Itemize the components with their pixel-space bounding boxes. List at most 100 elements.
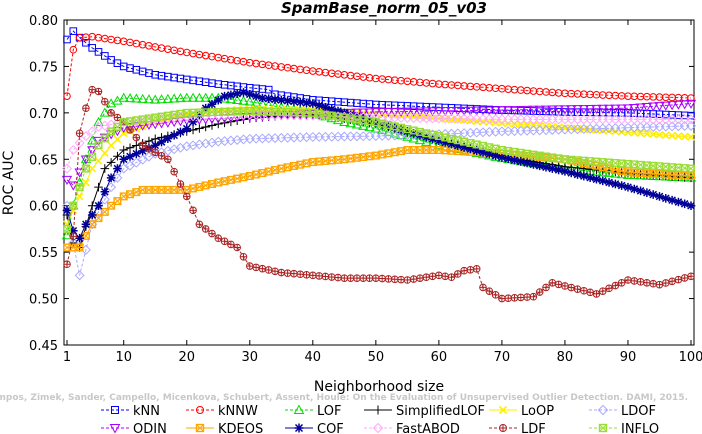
- data-point: [82, 178, 90, 187]
- data-point-cross: [328, 156, 336, 165]
- data-point-cross: [391, 148, 399, 156]
- data-point: [610, 104, 621, 114]
- data-point: [74, 138, 85, 149]
- data-point: [661, 193, 671, 203]
- data-point: [358, 120, 369, 130]
- data-point: [605, 285, 613, 292]
- data-point: [685, 114, 697, 125]
- data-point: [138, 146, 147, 156]
- data-point: [385, 275, 392, 283]
- data-point: [383, 107, 394, 118]
- data-point: [421, 136, 432, 146]
- data-point: [530, 293, 537, 301]
- data-point: [402, 131, 413, 141]
- data-point: [648, 102, 659, 112]
- data-point-cross: [410, 126, 418, 135]
- data-point-cross: [542, 152, 550, 161]
- legend-label: kNNW: [218, 404, 258, 419]
- data-point-cross: [94, 141, 103, 150]
- data-point-cross: [271, 108, 279, 116]
- data-point: [333, 106, 343, 116]
- data-point: [373, 405, 383, 415]
- data-point-cross: [561, 155, 569, 163]
- data-point-cross: [170, 111, 178, 119]
- data-point: [353, 274, 361, 282]
- y-tick-label: 0.70: [29, 107, 58, 122]
- data-point-cross: [151, 113, 159, 122]
- data-point: [485, 149, 494, 159]
- data-point-ring: [220, 237, 229, 246]
- data-point: [687, 133, 695, 141]
- data-point-ring: [611, 281, 620, 290]
- data-point-ring: [157, 152, 166, 160]
- data-point-cross: [183, 109, 191, 117]
- data-point: [648, 190, 658, 199]
- data-point: [515, 105, 526, 116]
- data-point: [111, 406, 119, 414]
- data-point: [63, 35, 71, 44]
- y-axis-label: ROC AUC: [1, 150, 17, 215]
- data-point-ring: [233, 243, 241, 252]
- data-point: [447, 139, 456, 149]
- data-point: [164, 155, 172, 163]
- data-point: [133, 134, 140, 141]
- data-point: [559, 105, 571, 115]
- data-point-cross: [504, 147, 512, 155]
- data-point: [465, 106, 476, 116]
- data-point: [94, 201, 103, 211]
- data-point: [100, 164, 110, 173]
- data-point: [145, 69, 153, 77]
- data-point: [642, 188, 652, 198]
- legend-item-inflo: INFLO: [589, 422, 659, 434]
- data-point: [687, 272, 695, 280]
- data-point: [207, 99, 217, 109]
- data-point: [252, 264, 260, 271]
- chart-title: SpamBase_norm_05_v03: [281, 0, 487, 17]
- y-tick-label: 0.45: [29, 339, 58, 354]
- data-point: [529, 160, 538, 169]
- data-point: [118, 92, 129, 102]
- data-point: [478, 148, 488, 157]
- data-point-cross: [75, 243, 84, 252]
- data-point-cross: [397, 124, 405, 132]
- data-point: [169, 131, 179, 140]
- data-point: [597, 104, 608, 114]
- y-tick-label: 0.80: [29, 14, 58, 29]
- data-point: [250, 97, 262, 107]
- data-point: [124, 93, 136, 103]
- data-point: [257, 98, 268, 108]
- data-point: [314, 101, 324, 110]
- data-point: [408, 107, 419, 117]
- data-point: [534, 105, 545, 115]
- data-point: [351, 119, 363, 129]
- data-point: [359, 274, 367, 282]
- data-point: [680, 132, 689, 141]
- data-point: [421, 107, 432, 117]
- data-point: [572, 105, 583, 115]
- data-point: [106, 182, 117, 193]
- data-point-cross: [258, 169, 267, 177]
- data-point-ring: [491, 291, 500, 299]
- plot-frame: [63, 19, 695, 346]
- data-point: [214, 234, 222, 242]
- data-point: [662, 279, 670, 287]
- data-point: [528, 105, 539, 115]
- data-point: [88, 44, 97, 52]
- x-tick-label: 30: [242, 350, 259, 365]
- data-point-cross: [447, 147, 456, 155]
- data-point: [132, 149, 141, 159]
- legend-item-kdeos: KDEOS: [186, 422, 263, 434]
- data-point: [87, 210, 97, 220]
- data-point: [150, 141, 160, 150]
- data-point-cross: [416, 128, 424, 136]
- data-point-cross: [296, 161, 304, 169]
- data-point-ring: [529, 292, 538, 301]
- data-point-ring: [107, 109, 115, 117]
- data-point-cross: [340, 155, 348, 163]
- data-point-cross: [655, 170, 664, 178]
- data-point-ring: [164, 155, 172, 164]
- citation-credit: Campos, Zimek, Sander, Campello, Micenko…: [0, 393, 688, 403]
- data-point: [101, 98, 109, 106]
- data-point-cross: [599, 424, 607, 432]
- data-point: [586, 289, 594, 296]
